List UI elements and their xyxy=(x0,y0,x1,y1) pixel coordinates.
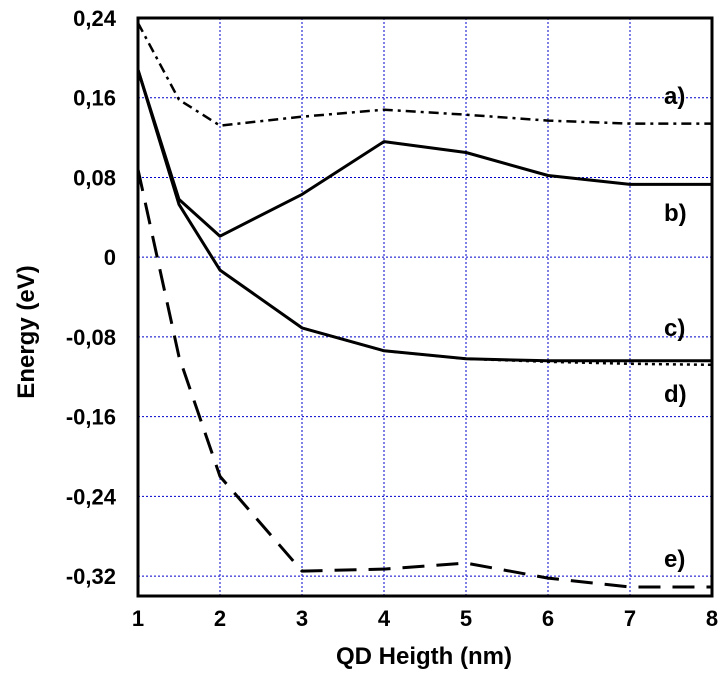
curve-label-b: b) xyxy=(664,200,687,227)
curve-label-c: c) xyxy=(664,315,685,342)
x-tick-label: 7 xyxy=(624,606,636,631)
series-line-a xyxy=(136,22,712,127)
x-tick-label: 5 xyxy=(460,606,472,631)
y-axis-title: Energy (eV) xyxy=(13,265,40,398)
x-tick-labels: 1 2 3 4 5 6 7 8 xyxy=(132,606,718,631)
y-tick-label: 0,16 xyxy=(73,86,116,111)
series-line-b xyxy=(136,69,712,238)
x-tick-label: 6 xyxy=(542,606,554,631)
plot-frame xyxy=(136,16,714,598)
curve-label-d: d) xyxy=(664,381,687,408)
curve-label-a: a) xyxy=(664,83,685,110)
curve-label-e: e) xyxy=(664,546,685,573)
x-tick-label: 1 xyxy=(132,606,144,631)
y-tick-label: -0,24 xyxy=(66,484,117,509)
y-tick-label: -0,32 xyxy=(66,564,116,589)
series-lines xyxy=(136,22,713,589)
x-axis-title: QD Heigth (nm) xyxy=(336,643,512,670)
grid xyxy=(137,17,713,596)
x-tick-label: 3 xyxy=(296,606,308,631)
series-line-c xyxy=(136,69,712,363)
y-tick-label: 0,08 xyxy=(73,165,116,190)
x-tick-label: 2 xyxy=(214,606,226,631)
y-tick-label: -0,16 xyxy=(66,405,116,430)
y-tick-label: 0 xyxy=(104,245,116,270)
series-line-d xyxy=(136,69,713,367)
x-tick-label: 4 xyxy=(378,606,391,631)
curve-labels: a) b) c) d) e) xyxy=(664,83,687,573)
y-tick-labels: 0,24 0,16 0,08 0 -0,08 -0,16 -0,24 -0,32 xyxy=(66,6,117,589)
series-line-e xyxy=(136,169,712,589)
y-tick-label: 0,24 xyxy=(73,6,117,31)
y-tick-label: -0,08 xyxy=(66,325,116,350)
x-tick-label: 8 xyxy=(706,606,718,631)
